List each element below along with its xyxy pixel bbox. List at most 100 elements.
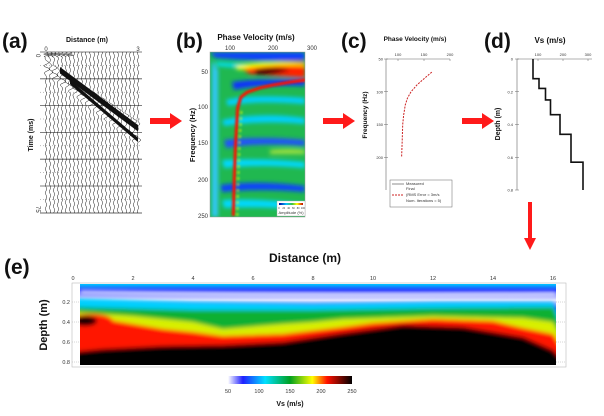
panel-d-xtick: 300 bbox=[585, 52, 592, 57]
legend-tick: 20 bbox=[282, 207, 285, 210]
panel-b-legend-title: Amplitude (%) bbox=[278, 210, 304, 215]
panel-b-ytick: 150 bbox=[198, 141, 209, 147]
colorbar-tick: 50 bbox=[225, 389, 231, 395]
seismic-trace bbox=[132, 51, 139, 214]
seismic-traces bbox=[40, 51, 142, 214]
seismic-trace bbox=[58, 51, 67, 214]
legend-measured: Measured bbox=[406, 181, 424, 186]
seismic-trace bbox=[43, 51, 51, 214]
panel-c-ytick: 100 bbox=[376, 89, 383, 94]
panel-e-ytick: 0.4 bbox=[62, 320, 70, 326]
panel-d-xlabel: Vs (m/s) bbox=[534, 36, 565, 45]
panel-d-ytick: 0.2 bbox=[507, 89, 513, 94]
legend-tick: 40 bbox=[287, 207, 290, 210]
dispersion-curve-line bbox=[401, 71, 433, 158]
panel-e-ytick: 0.6 bbox=[62, 340, 70, 346]
panel-a-xtick: 0 bbox=[44, 47, 48, 53]
panel-d-ytick: 0 bbox=[511, 57, 514, 62]
panel-e-xtick: 10 bbox=[370, 276, 376, 282]
legend-tick: 0 bbox=[278, 207, 280, 210]
panel-a-ytick: 0 bbox=[34, 54, 40, 58]
panel-b-dispersion-image: Phase Velocity (m/s) 100 200 300 50 100 … bbox=[188, 33, 318, 220]
panel-b-xtick: 100 bbox=[225, 46, 236, 52]
panel-d-ytick: 0.6 bbox=[507, 155, 513, 160]
seismic-trace bbox=[116, 51, 122, 214]
panel-e-xtick: 16 bbox=[550, 276, 556, 282]
panel-e-xtick: 0 bbox=[71, 276, 74, 282]
seismic-trace bbox=[137, 51, 142, 214]
velocity-layer bbox=[80, 290, 556, 297]
panel-a-xlabel: Distance (m) bbox=[66, 37, 108, 44]
seismic-trace bbox=[54, 51, 62, 214]
panel-b-ytick: 50 bbox=[201, 70, 208, 76]
panel-d-vs-profile: Vs (m/s) 100 200 300 0 0.2 0.4 0.6 0.8 Depth (m… bbox=[495, 36, 592, 193]
panel-b-ytick: 100 bbox=[198, 105, 209, 111]
legend-tick: 100 bbox=[301, 207, 306, 210]
panel-b-colorbar-legend: 0 20 40 60 80 100 Amplitude (%) bbox=[276, 200, 306, 217]
panel-c-label: (c) bbox=[341, 30, 367, 53]
seismic-trace bbox=[100, 51, 106, 214]
colorbar-tick: 100 bbox=[254, 389, 263, 395]
panel-e-xtick: 6 bbox=[251, 276, 254, 282]
wavefront-band bbox=[70, 79, 138, 143]
dispersion-heatmap bbox=[210, 52, 305, 217]
seismic-trace bbox=[50, 51, 59, 214]
panel-d-xtick: 200 bbox=[560, 52, 567, 57]
panel-e-ytick: 0.2 bbox=[62, 300, 70, 306]
vs-profile-line bbox=[532, 59, 584, 190]
seismic-trace bbox=[84, 51, 90, 214]
arrow-down-icon bbox=[524, 202, 536, 250]
legend-final: Final bbox=[406, 186, 415, 191]
arrow-right-icon bbox=[150, 113, 182, 129]
seismic-trace bbox=[108, 51, 114, 214]
panel-e-label: (e) bbox=[4, 256, 30, 279]
wavefront-band bbox=[60, 67, 138, 132]
panel-e-vs-section: Distance (m) Depth (m) 0 2 4 6 8 10 12 14 16 0.2 0… bbox=[38, 251, 567, 408]
panel-b-label: (b) bbox=[176, 30, 203, 53]
seismic-trace bbox=[96, 51, 103, 214]
seismic-trace bbox=[63, 51, 70, 214]
seismic-trace bbox=[104, 51, 111, 214]
panel-c-xtick: 200 bbox=[447, 52, 454, 57]
panel-d-ytick: 0.4 bbox=[507, 122, 513, 127]
legend-rms: (RMS Error = 3m/s bbox=[406, 192, 439, 197]
seismic-trace bbox=[92, 51, 98, 214]
colorbar-tick: 250 bbox=[347, 389, 356, 395]
velocity-layer bbox=[80, 325, 556, 365]
panel-e-xtick: 2 bbox=[131, 276, 134, 282]
panel-c-legend: Measured Final (RMS Error = 3m/s Num. It… bbox=[389, 179, 453, 208]
seismic-trace bbox=[47, 51, 54, 214]
seismic-trace bbox=[120, 51, 126, 213]
panel-a-ytick: 75 bbox=[34, 206, 40, 213]
panel-b-xtick: 200 bbox=[268, 46, 279, 52]
seismic-trace bbox=[80, 51, 87, 214]
velocity-anomaly bbox=[80, 316, 97, 326]
panel-e-xtick: 4 bbox=[191, 276, 194, 282]
panel-e-ylabel: Depth (m) bbox=[38, 299, 50, 351]
panel-c-ytick: 50 bbox=[379, 57, 384, 62]
seismic-trace bbox=[76, 51, 82, 214]
panel-b-ylabel: Frequency (Hz) bbox=[188, 107, 197, 162]
panel-a-xtick: 3 bbox=[136, 47, 140, 53]
panel-d-ytick: 0.8 bbox=[507, 188, 513, 193]
legend-iterations: Num. Iterations = 5) bbox=[406, 198, 442, 203]
panel-e-xlabel: Distance (m) bbox=[269, 251, 341, 265]
panel-c-ytick: 200 bbox=[376, 155, 383, 160]
panel-e-colorbar-label: Vs (m/s) bbox=[276, 401, 303, 408]
panel-e-ytick: 0.8 bbox=[62, 360, 70, 366]
arrow-right-icon bbox=[323, 113, 355, 129]
panel-d-ylabel: Depth (m) bbox=[495, 108, 502, 141]
panel-c-ytick: 150 bbox=[376, 122, 383, 127]
panel-d-label: (d) bbox=[484, 30, 511, 53]
panel-b-ytick: 200 bbox=[198, 178, 209, 184]
panel-b-xlabel: Phase Velocity (m/s) bbox=[217, 33, 295, 42]
panel-c-xtick: 150 bbox=[421, 52, 428, 57]
panel-a-ylabel: Time (ms) bbox=[28, 119, 35, 152]
panel-c-dispersion-curve: Phase Velocity (m/s) 100 150 200 50 100 150 20… bbox=[362, 36, 454, 208]
panel-e-colorbar: 50 100 150 200 250 Vs (m/s) bbox=[225, 376, 357, 408]
panel-b-ytick: 250 bbox=[198, 214, 209, 220]
legend-tick: 60 bbox=[292, 207, 295, 210]
panel-e-xtick: 8 bbox=[311, 276, 314, 282]
panel-c-ylabel: Frequency (Hz) bbox=[362, 92, 369, 139]
